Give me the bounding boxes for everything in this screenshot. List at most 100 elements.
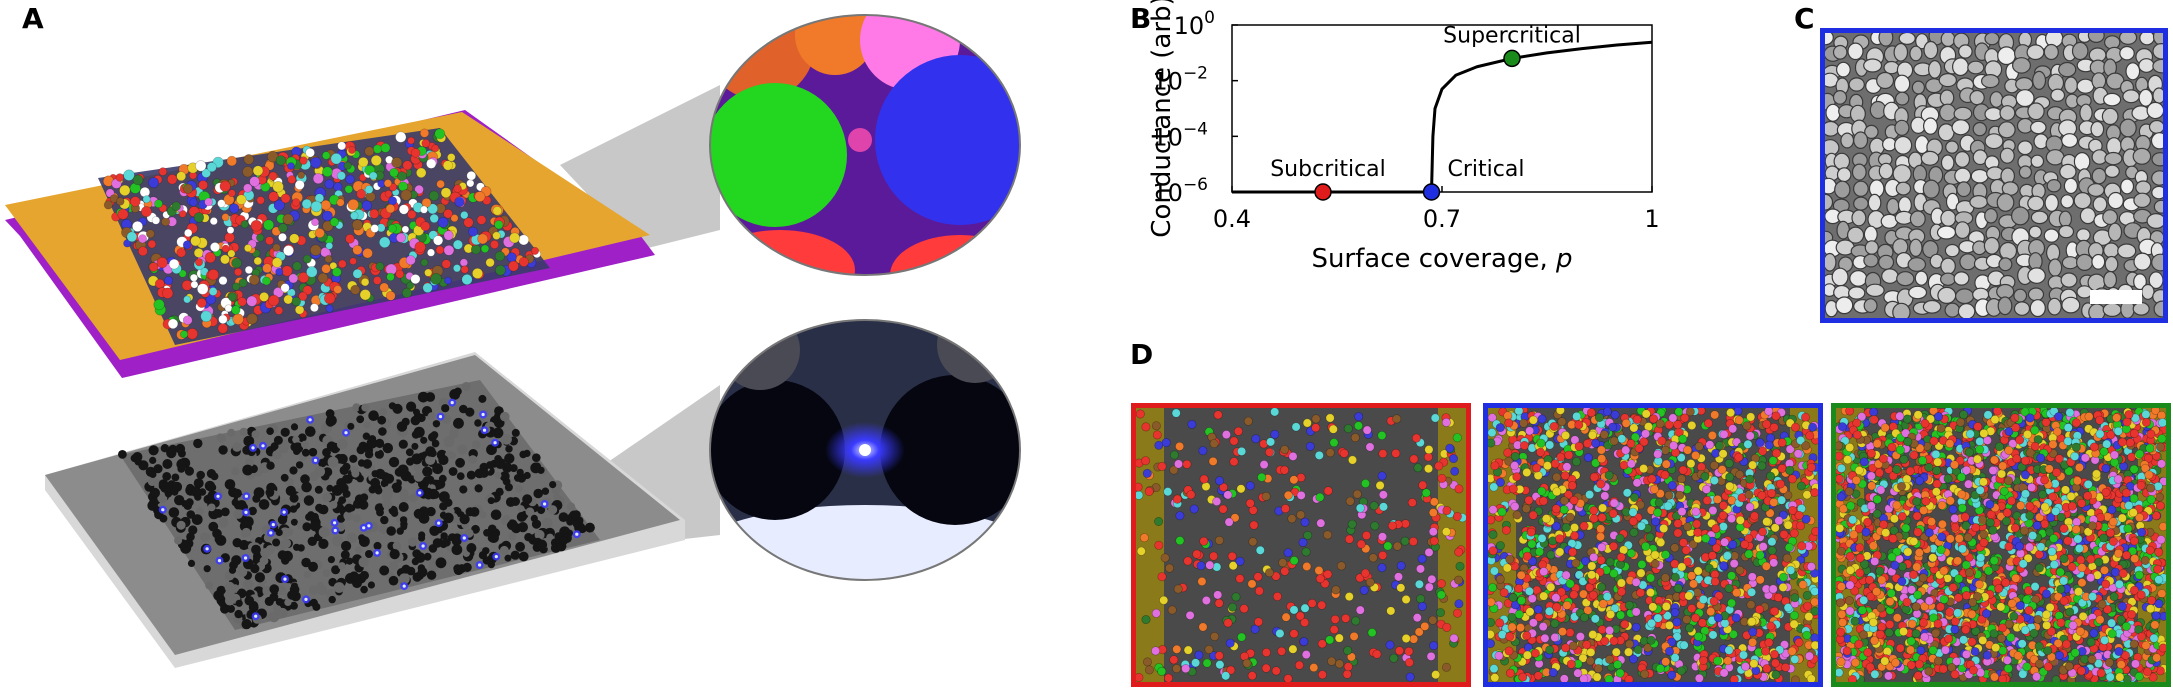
nanoparticle bbox=[190, 280, 199, 289]
particle bbox=[1323, 530, 1333, 540]
nanoparticle bbox=[388, 575, 399, 586]
grain bbox=[2092, 196, 2108, 213]
particle bbox=[1183, 645, 1193, 655]
particle bbox=[1302, 418, 1312, 428]
nanoparticle bbox=[431, 439, 440, 448]
particle bbox=[1573, 668, 1583, 678]
grain bbox=[2013, 288, 2028, 303]
particle bbox=[1209, 439, 1219, 449]
particle bbox=[1247, 671, 1257, 681]
nanoparticle bbox=[218, 445, 228, 455]
grain bbox=[2153, 199, 2163, 214]
nanoparticle bbox=[268, 294, 280, 307]
particle bbox=[1713, 494, 1723, 504]
glow-core bbox=[244, 556, 248, 560]
nanoparticle bbox=[337, 453, 348, 465]
nanoparticle bbox=[280, 193, 291, 204]
grain bbox=[2151, 152, 2163, 167]
grain bbox=[1892, 302, 1911, 318]
nanoparticle bbox=[153, 299, 165, 311]
particle bbox=[1355, 503, 1365, 513]
particle bbox=[1589, 552, 1599, 562]
particle bbox=[1239, 604, 1249, 614]
particle bbox=[1649, 414, 1659, 424]
grain bbox=[2138, 58, 2155, 73]
glow-core bbox=[421, 544, 425, 548]
particle bbox=[1563, 490, 1573, 500]
particle bbox=[1489, 482, 1499, 492]
nanoparticle bbox=[440, 532, 448, 540]
particle bbox=[1725, 481, 1735, 491]
nanoparticle bbox=[182, 315, 193, 326]
particle bbox=[1588, 430, 1598, 440]
particle bbox=[1172, 644, 1182, 654]
nanoparticle bbox=[434, 128, 446, 140]
nanoparticle bbox=[187, 559, 196, 568]
particle bbox=[1229, 457, 1239, 467]
nanoparticle bbox=[189, 198, 198, 207]
particle bbox=[1565, 512, 1575, 522]
grain bbox=[1967, 60, 1985, 75]
particle bbox=[1175, 441, 1185, 451]
nanoparticle bbox=[126, 231, 138, 243]
nanoparticle bbox=[340, 550, 350, 560]
particle bbox=[1653, 508, 1663, 518]
glow-core bbox=[251, 446, 255, 450]
grain bbox=[2104, 164, 2120, 178]
nanoparticle bbox=[571, 510, 581, 520]
particle bbox=[1664, 490, 1674, 500]
grain bbox=[2104, 255, 2119, 273]
x-tick-label: 1 bbox=[1644, 205, 1659, 233]
particle bbox=[1488, 629, 1495, 639]
particle bbox=[1769, 497, 1779, 507]
grain bbox=[1896, 271, 1915, 287]
particle bbox=[1718, 522, 1728, 532]
nanoparticle bbox=[231, 305, 241, 315]
particle bbox=[1639, 437, 1649, 447]
particle bbox=[1160, 553, 1170, 563]
particle bbox=[1311, 414, 1321, 424]
nanoparticle bbox=[272, 538, 281, 547]
grain bbox=[1945, 192, 1960, 211]
particle bbox=[1512, 472, 1522, 482]
particle bbox=[1682, 615, 1692, 625]
nanoparticle bbox=[235, 599, 243, 607]
nanoparticle bbox=[326, 484, 334, 492]
particle bbox=[1199, 536, 1209, 546]
nanoparticle bbox=[427, 412, 436, 421]
particle bbox=[1314, 450, 1324, 460]
particle bbox=[1236, 484, 1246, 494]
particle bbox=[1655, 489, 1665, 499]
nanoparticle bbox=[468, 455, 478, 464]
grain bbox=[2061, 296, 2081, 314]
particle bbox=[1640, 669, 1650, 679]
particle bbox=[1327, 656, 1337, 666]
particle bbox=[1157, 666, 1167, 676]
particle bbox=[1569, 495, 1579, 505]
zoom-circle-bottom bbox=[710, 320, 1020, 580]
particle bbox=[1616, 578, 1626, 588]
particle bbox=[1790, 654, 1800, 664]
particle bbox=[1536, 438, 1546, 448]
nanoparticle bbox=[444, 276, 452, 285]
nanoparticle bbox=[193, 212, 205, 223]
particle bbox=[1392, 541, 1402, 551]
particle bbox=[1204, 645, 1214, 655]
particle bbox=[1564, 450, 1574, 460]
particle bbox=[1631, 607, 1641, 617]
particle bbox=[1495, 423, 1505, 433]
particle bbox=[1713, 613, 1723, 623]
grain bbox=[2151, 253, 2163, 272]
particle bbox=[1610, 410, 1620, 420]
nanoparticle bbox=[243, 516, 254, 527]
nanoparticle bbox=[506, 252, 517, 263]
particle bbox=[1597, 513, 1607, 523]
nanoparticle bbox=[217, 323, 229, 334]
particle bbox=[1527, 539, 1537, 549]
particle bbox=[1599, 430, 1609, 440]
grain bbox=[1834, 180, 1851, 199]
grain bbox=[2076, 253, 2094, 271]
particle bbox=[1157, 572, 1167, 582]
particle bbox=[1550, 619, 1560, 629]
particle bbox=[1583, 605, 1593, 615]
